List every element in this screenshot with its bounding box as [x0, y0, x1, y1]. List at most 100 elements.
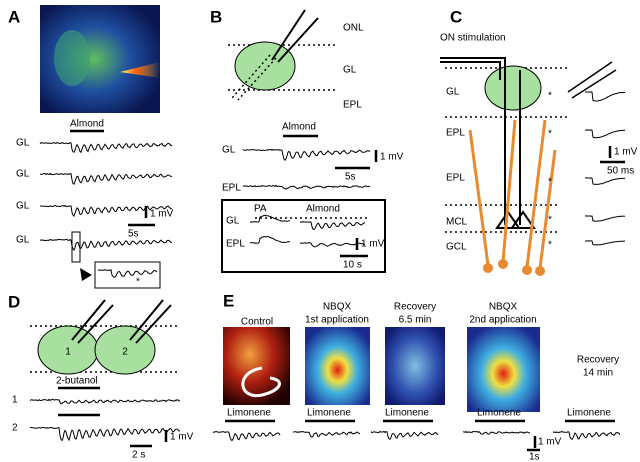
- marker: *: [548, 240, 552, 251]
- roi: [241, 366, 281, 398]
- trace: [299, 242, 366, 248]
- electrode: [120, 62, 160, 78]
- stimulus-label: Almond: [306, 204, 340, 215]
- condition-title: Control: [241, 317, 273, 328]
- neuron: [440, 57, 521, 225]
- scale-label: 1 mV: [150, 209, 174, 220]
- trace-label: GL: [16, 235, 30, 246]
- trace: [242, 184, 371, 190]
- scale-label: 1 mV: [614, 147, 638, 158]
- trace-label: GL: [16, 169, 30, 180]
- glomerulus: [234, 41, 296, 91]
- panel-label: C: [450, 7, 462, 26]
- stimulus-label: Limonene: [385, 408, 429, 419]
- scale-label: 1s: [529, 452, 540, 462]
- panel-label: D: [8, 292, 20, 311]
- scale-label: 5s: [345, 172, 356, 183]
- trace-label: EPL: [226, 239, 245, 250]
- stimulation-label: ON stimulation: [440, 33, 506, 44]
- trace-label: GL: [226, 216, 240, 227]
- trace-label: 2: [12, 423, 18, 434]
- panel-label: B: [210, 7, 222, 26]
- stimulus-label: PA: [254, 204, 267, 215]
- electrode: [135, 304, 172, 344]
- scale-label: 5s: [128, 229, 139, 240]
- marker: *: [548, 129, 552, 140]
- trace: [370, 430, 439, 440]
- marker: *: [548, 91, 552, 102]
- marker: *: [548, 215, 552, 226]
- trace: [29, 426, 181, 442]
- trace-label: GL: [16, 138, 30, 149]
- trace: [584, 91, 626, 102]
- stimulus-label: Limonene: [477, 408, 521, 419]
- trace: [552, 430, 621, 440]
- trace: [29, 398, 181, 405]
- electrode: [77, 304, 114, 344]
- condition-subtitle: 2nd application: [469, 315, 536, 326]
- trace: [39, 238, 173, 252]
- electrode: [129, 299, 164, 341]
- scale-label: 1 mV: [538, 437, 562, 448]
- stimulus-label: Limonene: [307, 408, 351, 419]
- condition-title: NBQX: [323, 302, 352, 313]
- trace: [98, 269, 158, 278]
- stimulus-label: Almond: [282, 122, 316, 133]
- marker: *: [136, 277, 140, 288]
- inset-marker-box: [71, 231, 81, 263]
- trace-label: GL: [222, 145, 236, 156]
- layer-label: EPL: [446, 128, 465, 139]
- image: [385, 327, 445, 405]
- trace: [212, 430, 281, 442]
- inset-box: [221, 199, 386, 273]
- stimulus-label: 2-butanol: [56, 376, 98, 387]
- layer-label: ONL: [343, 23, 364, 34]
- electrode: [71, 299, 106, 341]
- image: [305, 327, 370, 405]
- trace: [242, 148, 371, 162]
- marker: *: [548, 177, 552, 188]
- inset-box: [94, 261, 161, 289]
- scale-label: 1 mV: [361, 239, 385, 250]
- trace: [299, 221, 366, 230]
- trace-label: EPL: [222, 183, 241, 194]
- granule-cells: [468, 119, 557, 269]
- trace: [584, 240, 625, 246]
- layer-label: GL: [446, 87, 460, 98]
- trace: [463, 430, 531, 435]
- trace: [39, 172, 172, 185]
- image: [54, 30, 90, 86]
- electrode: [567, 61, 613, 93]
- trace: [40, 204, 173, 218]
- trace-label: 1: [12, 395, 18, 406]
- trace: [585, 129, 626, 139]
- panel-label: E: [223, 291, 234, 310]
- trace: [39, 141, 173, 153]
- image: [467, 327, 540, 412]
- condition-subtitle: 6.5 min: [399, 315, 432, 326]
- condition-title: NBQX: [489, 302, 518, 313]
- trace: [249, 214, 291, 223]
- mitral-cell: [510, 210, 536, 229]
- panel-label: A: [8, 7, 20, 26]
- stimulus-label: Limonene: [567, 408, 611, 419]
- scale-label: 50 ms: [607, 166, 634, 177]
- condition-subtitle: 14 min: [583, 368, 613, 379]
- scale-label: 2 s: [132, 450, 145, 461]
- layer-label: MCL: [446, 217, 468, 228]
- scale-label: 1 mV: [380, 152, 404, 163]
- trace: [584, 215, 626, 222]
- trace: [292, 430, 361, 438]
- stimulus-label: Limonene: [227, 408, 271, 419]
- layer-label: EPL: [446, 173, 465, 184]
- condition-subtitle: 1st application: [305, 315, 369, 326]
- layer-label: EPL: [343, 100, 362, 111]
- trace: [584, 177, 626, 185]
- cell-label: 2: [122, 347, 128, 358]
- electrode: [571, 69, 617, 99]
- trace-label: GL: [16, 201, 30, 212]
- condition-title: Recovery: [577, 355, 619, 366]
- arrow: [80, 268, 92, 281]
- layer-label: GL: [343, 65, 357, 76]
